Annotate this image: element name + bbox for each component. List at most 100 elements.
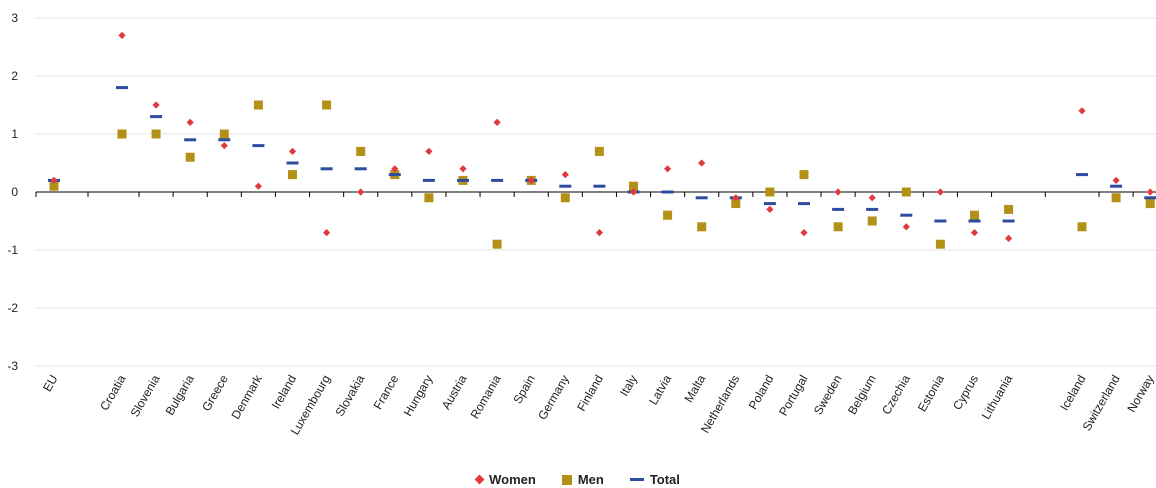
men-point xyxy=(288,170,297,180)
total-point xyxy=(763,202,776,206)
men-point xyxy=(731,199,741,209)
x-tick-label: Malta xyxy=(682,372,709,405)
men-point xyxy=(219,129,229,139)
total-point xyxy=(593,184,606,188)
x-tick-label: Croatia xyxy=(97,372,129,413)
x-tick-label: Germany xyxy=(535,373,572,423)
women-point xyxy=(357,188,365,196)
men-point xyxy=(49,181,59,191)
total-point xyxy=(832,207,845,211)
x-tick-label: Latvia xyxy=(646,372,674,407)
women-point xyxy=(118,31,126,39)
x-tick-label: Lithuania xyxy=(979,372,1016,421)
y-tick-label: 2 xyxy=(11,69,18,83)
total-point xyxy=(1002,219,1015,223)
x-tick-label: Romania xyxy=(468,372,504,421)
men-point xyxy=(629,181,638,191)
x-tick-label: Finland xyxy=(574,373,606,414)
men-point xyxy=(663,210,673,220)
total-point xyxy=(388,173,401,177)
y-tick-label: 3 xyxy=(11,11,18,25)
total-point xyxy=(798,202,810,206)
women-point xyxy=(527,176,535,184)
x-tick-label: Estonia xyxy=(915,372,947,414)
x-tick-label: Greece xyxy=(199,372,231,413)
women-point xyxy=(254,182,262,190)
y-tick-label: -1 xyxy=(7,243,18,257)
legend-square-marker-icon xyxy=(561,474,572,485)
men-point xyxy=(1004,204,1014,214)
total-point xyxy=(695,196,708,200)
men-point xyxy=(151,129,161,139)
total-point xyxy=(252,144,265,148)
men-point xyxy=(1077,222,1087,232)
women-point xyxy=(629,188,638,196)
total-point xyxy=(1144,196,1156,200)
legend-item-men: Men xyxy=(561,472,604,487)
women-point xyxy=(561,171,569,179)
x-tick-label: Ireland xyxy=(269,373,299,412)
men-point xyxy=(117,129,127,139)
total-point xyxy=(1110,184,1123,188)
y-tick-label: -3 xyxy=(7,359,18,373)
legend-label-men: Men xyxy=(577,472,604,487)
men-point xyxy=(765,187,775,197)
women-point xyxy=(493,118,501,126)
men-point xyxy=(697,222,707,232)
total-point xyxy=(150,115,163,119)
women-point xyxy=(664,165,672,173)
x-tick-label: Norway xyxy=(1124,373,1156,415)
total-point xyxy=(286,161,299,165)
women-point xyxy=(595,229,603,237)
x-tick-label: Poland xyxy=(746,373,777,412)
total-point xyxy=(422,178,435,182)
total-point xyxy=(116,86,128,90)
total-point xyxy=(866,207,879,211)
women-point xyxy=(186,118,194,126)
women-point xyxy=(902,223,910,231)
y-tick-label: -2 xyxy=(7,301,18,315)
x-tick-label: Sweden xyxy=(811,373,845,418)
women-point xyxy=(1112,176,1120,184)
women-point xyxy=(323,229,331,237)
men-point xyxy=(253,100,263,110)
y-tick-label: 1 xyxy=(11,127,18,141)
x-tick-label: Belgium xyxy=(845,373,879,418)
men-point xyxy=(970,210,979,220)
men-point xyxy=(867,216,877,226)
x-tick-label: Iceland xyxy=(1057,373,1088,414)
men-point xyxy=(799,170,809,180)
women-point xyxy=(459,165,467,173)
total-point xyxy=(491,178,504,182)
legend-diamond-marker-icon xyxy=(474,474,485,485)
total-point xyxy=(900,213,913,217)
men-point xyxy=(935,239,945,249)
men-point xyxy=(424,193,434,203)
men-point xyxy=(594,146,604,156)
x-tick-label: Bulgaria xyxy=(163,372,197,417)
x-tick-label: EU xyxy=(40,373,60,394)
men-point xyxy=(560,193,570,203)
men-point xyxy=(833,222,843,232)
women-point xyxy=(288,147,297,155)
x-tick-label: Austria xyxy=(439,372,470,412)
men-point xyxy=(1145,199,1155,209)
legend-dash-marker-icon xyxy=(629,478,644,481)
total-point xyxy=(1076,173,1088,177)
legend-item-total: Total xyxy=(629,472,680,487)
women-point xyxy=(868,194,876,202)
women-point xyxy=(152,101,160,109)
women-point xyxy=(220,142,228,150)
women-point xyxy=(1146,188,1154,196)
x-tick-label: Czechia xyxy=(879,372,913,417)
men-point xyxy=(322,100,332,110)
x-tick-label: Spain xyxy=(510,373,537,407)
y-tick-label: 0 xyxy=(11,185,18,199)
x-tick-label: Slovakia xyxy=(332,372,367,419)
total-point xyxy=(354,167,367,171)
legend-label-women: Women xyxy=(489,472,536,487)
women-point xyxy=(766,205,774,213)
men-point xyxy=(356,146,366,156)
women-point xyxy=(732,194,740,202)
